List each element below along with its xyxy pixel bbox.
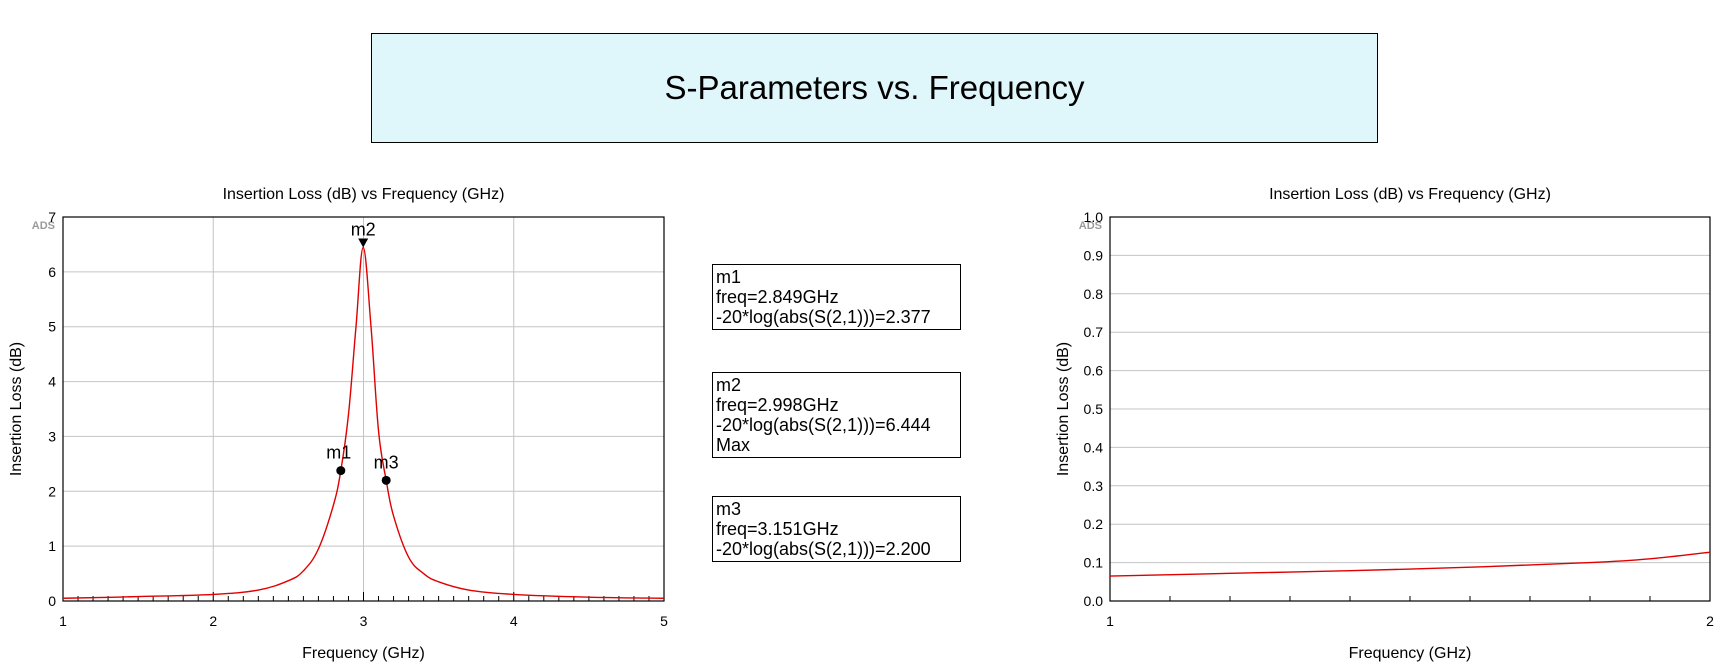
marker-label-line: Max — [716, 435, 751, 455]
chart2-y-tick-label: 0.5 — [1084, 401, 1104, 417]
chart2-y-axis-label: Insertion Loss (dB) — [1055, 342, 1072, 476]
chart1-y-axis-label: Insertion Loss (dB) — [8, 342, 25, 476]
chart1-marker-m1 — [336, 466, 346, 476]
chart1-y-tick-label: 4 — [48, 374, 56, 390]
chart1-x-tick-label: 5 — [660, 613, 668, 629]
chart1-y-tick-label: 7 — [48, 209, 56, 225]
chart2-y-tick-label: 0.6 — [1084, 363, 1104, 379]
chart1-y-tick-label: 0 — [48, 593, 56, 609]
marker-label-line: freq=2.849GHz — [716, 287, 839, 307]
chart2-y-tick-label: 0.4 — [1084, 439, 1104, 455]
chart2-title: Insertion Loss (dB) vs Frequency (GHz) — [1269, 186, 1551, 203]
marker-label-line: -20*log(abs(S(2,1)))=2.377 — [716, 307, 931, 327]
marker-label-m1: m1 freq=2.849GHz -20*log(abs(S(2,1)))=2.… — [712, 264, 961, 330]
chart2-x-tick-label: 1 — [1106, 613, 1114, 629]
chart2-y-tick-label: 0.0 — [1084, 593, 1104, 609]
chart1-x-tick-label: 1 — [59, 613, 67, 629]
chart2-x-axis-label: Frequency (GHz) — [1349, 645, 1472, 662]
chart1-y-tick-label: 2 — [48, 483, 56, 499]
chart1-y-tick-label: 1 — [48, 538, 56, 554]
marker-label-line: freq=3.151GHz — [716, 519, 839, 539]
chart1-x-tick-label: 2 — [209, 613, 217, 629]
page-title: S-Parameters vs. Frequency — [664, 69, 1085, 106]
marker-label-line: m1 — [716, 267, 742, 287]
chart2-x-tick-label: 2 — [1706, 613, 1714, 629]
chart2-y-tick-label: 0.9 — [1084, 247, 1104, 263]
chart2-watermark: ADS — [1079, 220, 1102, 232]
chart1-marker-m3 — [381, 475, 391, 485]
page-title-box: S-Parameters vs. Frequency — [371, 33, 1378, 143]
chart1-y-tick-label: 5 — [48, 319, 56, 335]
chart2-y-tick-label: 0.7 — [1084, 324, 1104, 340]
chart1-plot-frame — [62, 216, 665, 602]
chart2-plot-frame — [1109, 216, 1711, 602]
marker-label-line: -20*log(abs(S(2,1)))=2.200 — [716, 539, 931, 559]
chart1-title: Insertion Loss (dB) vs Frequency (GHz) — [223, 186, 505, 203]
chart1-x-axis-label: Frequency (GHz) — [302, 645, 425, 662]
chart2-y-tick-label: 0.3 — [1084, 478, 1104, 494]
marker-label-line: m2 — [716, 375, 742, 395]
chart2-series-line-0 — [1109, 551, 1711, 577]
chart1-x-tick-label: 4 — [510, 613, 518, 629]
chart1-y-tick-label: 6 — [48, 264, 56, 280]
marker-label-m3: m3 freq=3.151GHz -20*log(abs(S(2,1)))=2.… — [712, 496, 961, 562]
marker-label-line: freq=2.998GHz — [716, 395, 839, 415]
marker-label-line: -20*log(abs(S(2,1)))=6.444 — [716, 415, 931, 435]
chart1-x-tick-label: 3 — [360, 613, 368, 629]
chart2-y-tick-label: 1.0 — [1084, 209, 1104, 225]
chart1-marker-text-m2: m2 — [351, 220, 376, 240]
chart1-y-tick-label: 3 — [48, 428, 56, 444]
chart2-y-tick-label: 0.8 — [1084, 286, 1104, 302]
chart1-marker-text-m1: m1 — [326, 443, 351, 463]
chart2-y-tick-label: 0.1 — [1084, 555, 1104, 571]
marker-label-m2: m2 freq=2.998GHz -20*log(abs(S(2,1)))=6.… — [712, 372, 961, 458]
chart1-watermark: ADS — [32, 220, 55, 232]
chart2-y-tick-label: 0.2 — [1084, 516, 1104, 532]
chart1-series-line-0 — [62, 246, 665, 599]
chart1-marker-m2 — [358, 238, 369, 248]
marker-label-line: m3 — [716, 499, 742, 519]
chart1-marker-text-m3: m3 — [374, 452, 399, 472]
